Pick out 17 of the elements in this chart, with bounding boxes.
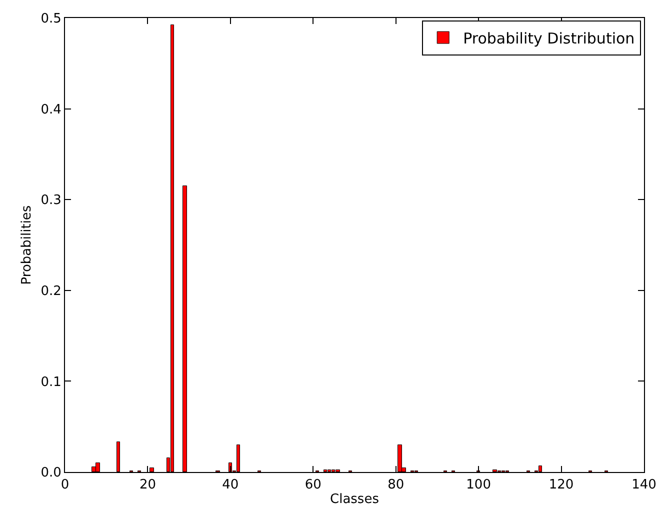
x-axis-title: Classes <box>330 492 380 508</box>
y-tick-label: 0.3 <box>40 193 62 208</box>
y-tick-label: 0.5 <box>40 12 62 27</box>
x-tick-label: 120 <box>548 478 574 493</box>
legend-label: Probability Distribution <box>463 29 635 48</box>
x-tick-label: 140 <box>632 478 656 493</box>
y-tick-label: 0.1 <box>40 374 62 390</box>
x-tick-label: 20 <box>139 478 156 493</box>
x-tick-label: 100 <box>466 478 491 493</box>
x-tick-label: 60 <box>304 478 322 493</box>
x-tick-label: 40 <box>222 478 239 493</box>
y-tick-label: 0.2 <box>40 284 62 299</box>
y-tick-label: 0.4 <box>40 102 62 118</box>
y-axis-title: Probabilities <box>20 205 35 285</box>
x-tick-label: 0 <box>60 478 70 493</box>
x-tick-label: 80 <box>388 478 404 493</box>
y-tick-label: 0.0 <box>40 466 62 481</box>
